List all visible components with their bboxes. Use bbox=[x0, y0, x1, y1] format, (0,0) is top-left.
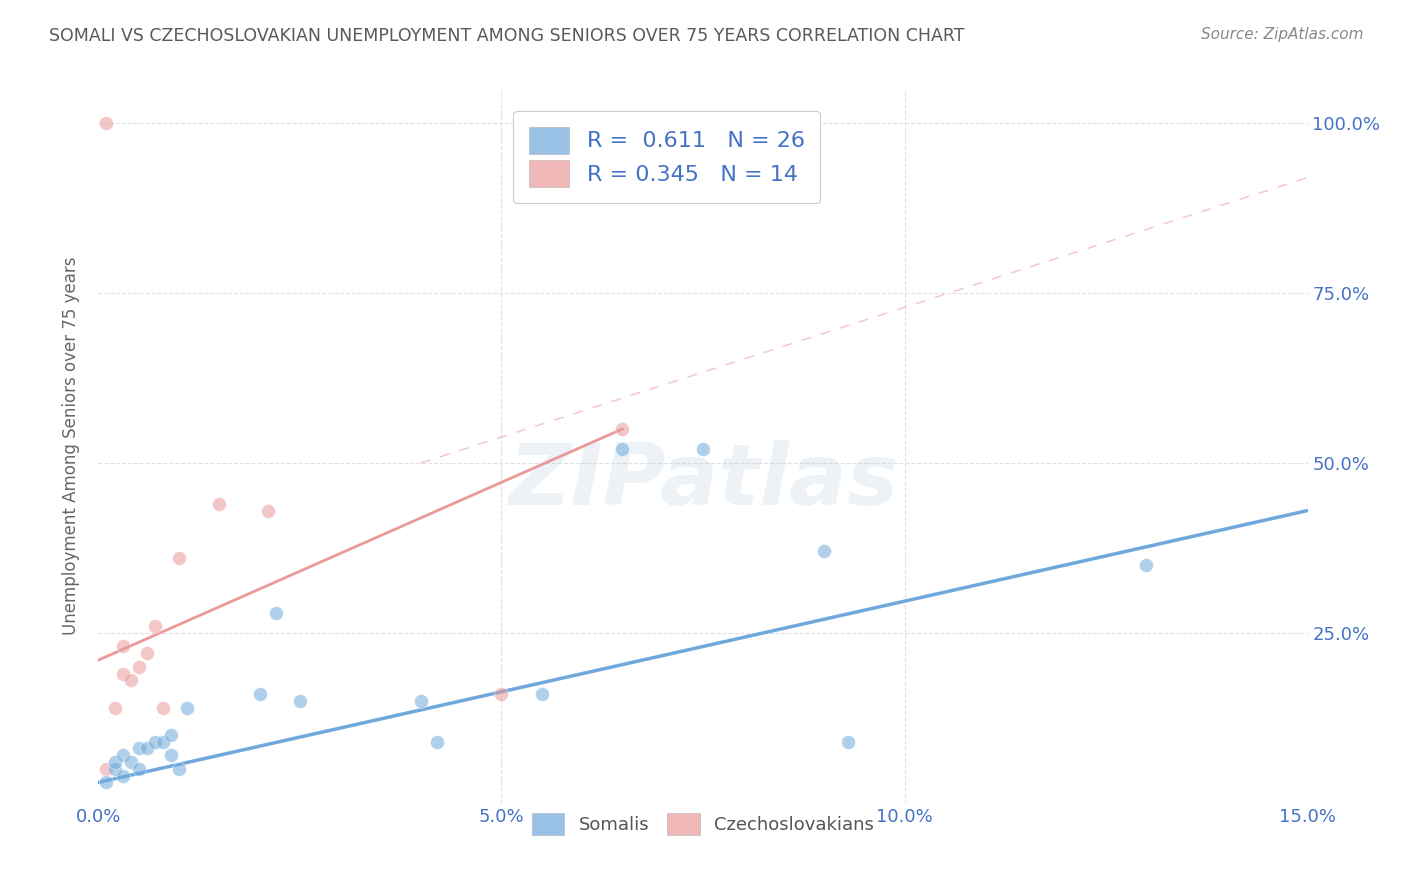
Point bbox=[96, 116, 118, 130]
Text: ZIPatlas: ZIPatlas bbox=[508, 440, 898, 524]
Point bbox=[612, 422, 634, 436]
Point bbox=[120, 673, 142, 688]
Point bbox=[160, 728, 183, 742]
Point bbox=[96, 775, 118, 789]
Point bbox=[152, 734, 174, 748]
Point bbox=[160, 748, 183, 763]
Point bbox=[111, 748, 134, 763]
Point bbox=[152, 700, 174, 714]
Point bbox=[128, 660, 150, 674]
Text: Source: ZipAtlas.com: Source: ZipAtlas.com bbox=[1201, 27, 1364, 42]
Y-axis label: Unemployment Among Seniors over 75 years: Unemployment Among Seniors over 75 years bbox=[62, 257, 80, 635]
Point bbox=[103, 755, 125, 769]
Point bbox=[143, 734, 166, 748]
Point bbox=[176, 700, 198, 714]
Point bbox=[96, 762, 118, 776]
Point bbox=[813, 544, 835, 558]
Point bbox=[692, 442, 714, 457]
Point bbox=[135, 646, 157, 660]
Point bbox=[128, 741, 150, 756]
Point bbox=[264, 606, 287, 620]
Point bbox=[837, 734, 859, 748]
Point bbox=[103, 700, 125, 714]
Point bbox=[103, 762, 125, 776]
Point bbox=[491, 687, 513, 701]
Point bbox=[111, 769, 134, 783]
Point bbox=[256, 503, 278, 517]
Legend: Somalis, Czechoslovakians: Somalis, Czechoslovakians bbox=[523, 804, 883, 844]
Point bbox=[111, 640, 134, 654]
Point bbox=[1135, 558, 1157, 572]
Point bbox=[143, 619, 166, 633]
Point bbox=[120, 755, 142, 769]
Point bbox=[612, 442, 634, 457]
Point bbox=[167, 762, 190, 776]
Point bbox=[249, 687, 271, 701]
Point bbox=[111, 666, 134, 681]
Point bbox=[530, 687, 553, 701]
Point bbox=[409, 694, 432, 708]
Point bbox=[426, 734, 449, 748]
Point bbox=[135, 741, 157, 756]
Point bbox=[128, 762, 150, 776]
Point bbox=[288, 694, 311, 708]
Point bbox=[208, 497, 231, 511]
Text: SOMALI VS CZECHOSLOVAKIAN UNEMPLOYMENT AMONG SENIORS OVER 75 YEARS CORRELATION C: SOMALI VS CZECHOSLOVAKIAN UNEMPLOYMENT A… bbox=[49, 27, 965, 45]
Point bbox=[167, 551, 190, 566]
